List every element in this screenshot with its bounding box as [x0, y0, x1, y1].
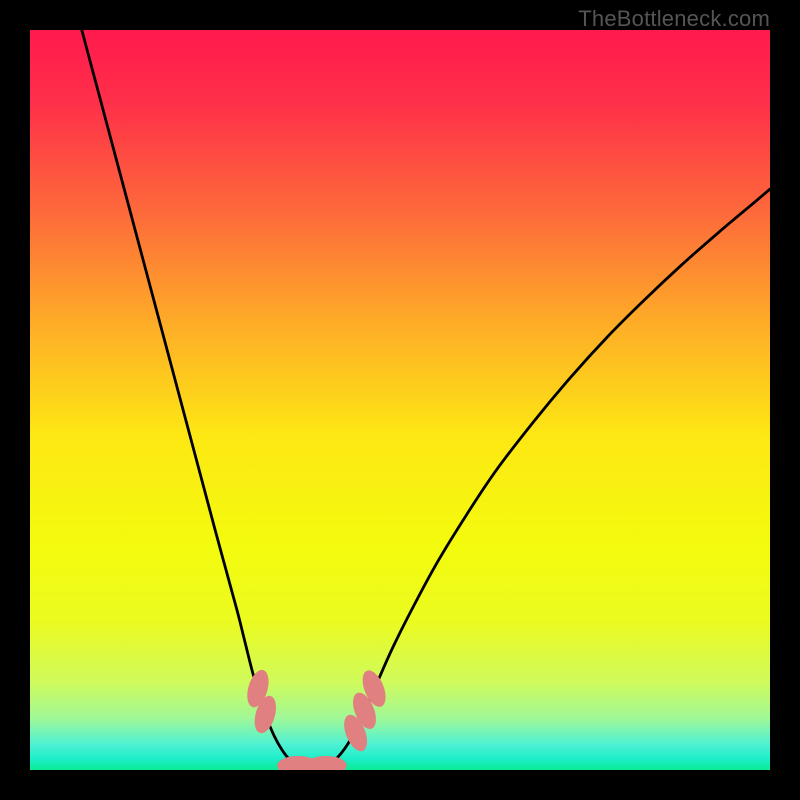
curves-layer	[30, 30, 770, 770]
watermark-label: TheBottleneck.com	[578, 6, 770, 32]
series-left-curve	[82, 30, 311, 766]
chart-frame: TheBottleneck.com	[0, 0, 800, 800]
plot-area	[30, 30, 770, 770]
marker-capsule-6	[305, 756, 346, 770]
